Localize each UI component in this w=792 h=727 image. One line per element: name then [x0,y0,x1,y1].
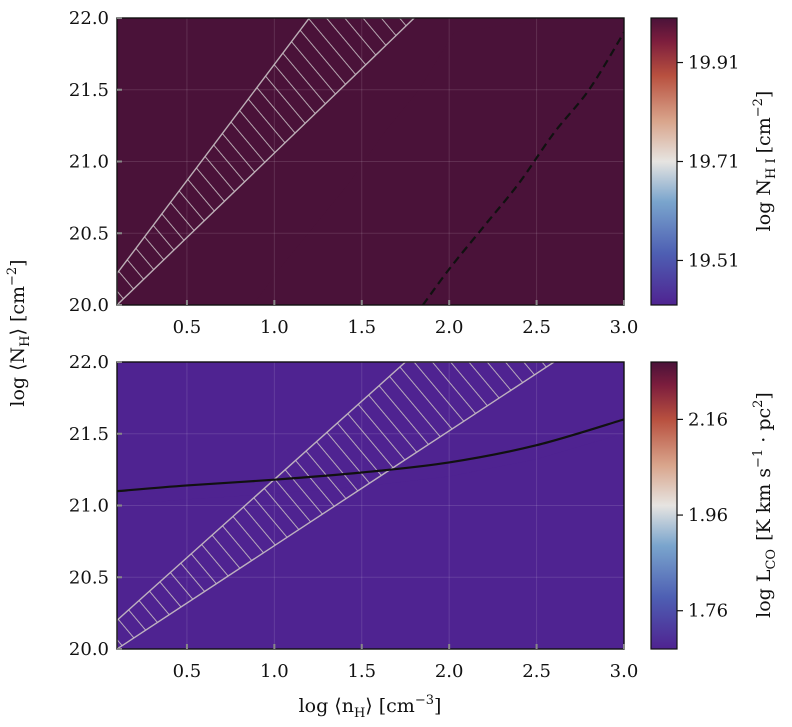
y-tick-label: 22.0 [69,8,109,29]
x-tick-label: 0.5 [173,661,202,682]
x-tick-label: 2.0 [435,661,464,682]
y-tick-label: 20.5 [69,567,109,588]
colorbar-tick-label: 1.76 [688,601,728,622]
colorbar-tick-label: 19.51 [688,250,740,271]
y-tick-label: 21.0 [69,152,109,173]
top-heatmap [117,8,754,305]
hatched-region-outline [117,362,556,649]
y-tick-label: 21.5 [69,80,109,101]
y-tick-label: 22.0 [69,352,109,373]
y-tick-label: 20.0 [69,295,109,316]
x-axis-label: log ⟨nH⟩ [cm−3] [299,693,442,721]
y-tick-label: 21.5 [69,424,109,445]
y-tick-label: 20.5 [69,223,109,244]
x-tick-label: 2.5 [522,317,551,338]
top-dashed-contour [422,31,624,305]
x-tick-label: 1.5 [347,661,376,682]
bottom-hatched-band [117,362,556,649]
top-field-strip [252,18,624,305]
bottom-colorbar-label: log LCO[K km s−1 · pc2] [751,392,779,618]
x-tick-label: 0.5 [173,317,202,338]
top-panel: 0.5 1.0 1.5 2.0 2.5 3.0 20.0 20.5 21.0 21.5 22.0 [69,8,754,338]
top-colorbar: 19.51 19.71 19.91 log NH I[cm−2] [650,17,779,306]
colorbar-tick-label: 19.91 [688,53,740,74]
bottom-field-lower [117,433,624,649]
colorbar-tick-label: 1.96 [688,505,728,526]
top-field-corner [704,8,754,38]
x-tick-label: 2.0 [435,317,464,338]
x-tick-label: 3.0 [610,661,639,682]
top-colorbar-label: log NH I[cm−2] [751,91,779,232]
hatched-region-outline [117,18,416,305]
x-tick-label: 1.0 [260,317,289,338]
y-tick-label: 20.0 [69,639,109,660]
top-hatched-band [117,18,416,305]
bottom-panel: 0.5 1.0 1.5 2.0 2.5 3.0 20.0 20.5 21.0 21.5 22.0 [69,352,639,682]
colorbar-tick-label: 2.16 [688,409,728,430]
bottom-heatmap [117,362,624,649]
y-tick-label: 21.0 [69,496,109,517]
x-tick-label: 3.0 [610,317,639,338]
colorbar-tick-label: 19.71 [688,152,740,173]
y-axis-label: log ⟨NH⟩ [cm−2] [5,259,33,406]
bottom-solid-contour [117,418,624,493]
x-tick-label: 2.5 [522,661,551,682]
bottom-colorbar: 1.76 1.96 2.16 log LCO[K km s−1 · pc2] [650,361,779,650]
x-tick-label: 1.5 [347,317,376,338]
x-tick-label: 1.0 [260,661,289,682]
